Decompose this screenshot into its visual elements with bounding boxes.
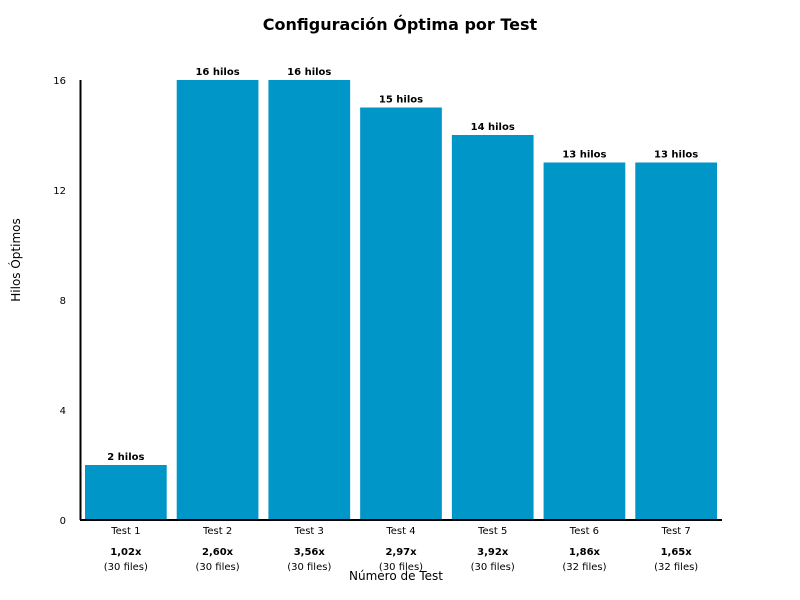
x-labels-group: Test 1 1,02x (30 files) Test 2 2,60x (30 file… bbox=[104, 526, 699, 573]
bar-data-label: 16 hilos bbox=[287, 67, 331, 78]
speedup-label: 2,60x bbox=[202, 547, 234, 558]
x-tick-label: Test 4 bbox=[385, 526, 415, 537]
y-tick-label: 12 bbox=[53, 186, 66, 197]
speedup-label: 1,02x bbox=[110, 547, 142, 558]
y-ticks-group: 0 4 8 12 16 bbox=[53, 76, 66, 527]
bar bbox=[635, 162, 717, 520]
x-tick-label: Test 6 bbox=[569, 526, 599, 537]
bar-data-label: 14 hilos bbox=[471, 122, 515, 133]
y-axis-label: Hilos Óptimos bbox=[8, 218, 23, 301]
bar bbox=[268, 80, 351, 520]
bar-data-label: 13 hilos bbox=[562, 150, 606, 161]
x-tick-label: Test 2 bbox=[202, 526, 232, 537]
files-label: (30 files) bbox=[104, 562, 148, 573]
files-label: (30 files) bbox=[195, 562, 239, 573]
bars-group: 2 hilos 16 hilos 16 hilos 15 hilos 14 hilos 1… bbox=[85, 67, 717, 520]
chart-title: Configuración Óptima por Test bbox=[263, 15, 538, 34]
bar bbox=[176, 80, 259, 520]
speedup-label: 3,56x bbox=[294, 547, 326, 558]
y-tick-label: 0 bbox=[60, 516, 66, 527]
bar-data-label: 2 hilos bbox=[107, 452, 144, 463]
x-tick-label: Test 1 bbox=[110, 526, 140, 537]
files-label: (32 files) bbox=[562, 562, 606, 573]
y-tick-label: 16 bbox=[53, 76, 66, 87]
bar-data-label: 15 hilos bbox=[379, 95, 423, 106]
files-label: (32 files) bbox=[654, 562, 698, 573]
speedup-label: 3,92x bbox=[477, 547, 509, 558]
x-tick-label: Test 7 bbox=[661, 526, 691, 537]
bar-data-label: 16 hilos bbox=[195, 67, 239, 78]
speedup-label: 1,65x bbox=[661, 547, 693, 558]
bar bbox=[543, 162, 626, 520]
y-tick-label: 4 bbox=[60, 406, 66, 417]
speedup-label: 2,97x bbox=[385, 547, 417, 558]
bar bbox=[451, 135, 534, 520]
files-label: (30 files) bbox=[379, 562, 423, 573]
y-tick-label: 8 bbox=[60, 296, 66, 307]
x-tick-label: Test 3 bbox=[294, 526, 324, 537]
files-label: (30 files) bbox=[471, 562, 515, 573]
x-tick-label: Test 5 bbox=[477, 526, 507, 537]
x-axis-label: Número de Test bbox=[349, 569, 443, 583]
speedup-label: 1,86x bbox=[569, 547, 601, 558]
bar-data-label: 13 hilos bbox=[654, 150, 698, 161]
bar bbox=[85, 465, 167, 520]
bar bbox=[360, 107, 442, 520]
files-label: (30 files) bbox=[287, 562, 331, 573]
